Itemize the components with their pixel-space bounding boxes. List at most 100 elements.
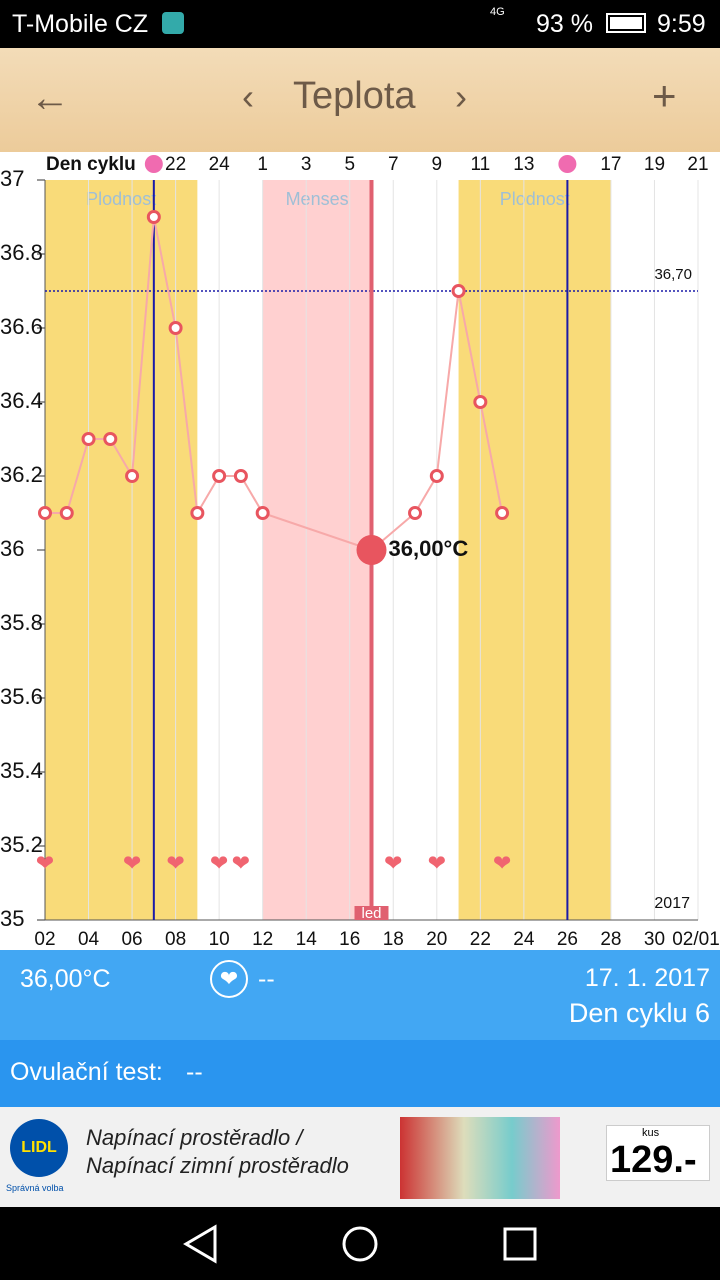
nav-icons [183,1224,537,1264]
cycle-day-label: 24 [209,154,231,175]
temperature-chart: Plodnost Menses Plodnost 02 04 06 08 10 12 14 16 18… [0,154,720,950]
cycle-day-label: 11 [470,154,490,175]
app-bar: ← ‹ Teplota › + [0,48,720,152]
title: Teplota [293,75,416,117]
temperature-point [233,469,248,483]
x-tick-label: 22 [470,929,491,950]
y-tick-label: 36.6 [0,314,43,339]
x-tick-label: 20 [426,929,447,950]
band [262,180,372,920]
heart: ❤ [232,850,250,875]
info-panel: 36,00°C ❤ -- 17. 1. 2017 Den cyklu 6 [0,950,720,1040]
selected-day-tag [354,906,389,920]
x-tick-label: 28 [600,929,621,950]
temperature-point [255,506,270,520]
band-label: Menses [286,189,349,209]
x-tick-label: 18 [383,929,404,950]
reference-label: 36,70 [654,266,692,283]
date: 17. 1. 2017 [584,964,710,992]
unit: kus [642,1127,660,1139]
back-nav[interactable] [183,1224,217,1264]
ovulation-test[interactable]: Ovulační test: -- [0,1040,720,1107]
selected-day-tag-label: led [361,905,381,922]
x-tick-label: 30 [644,929,665,950]
temperature-point [212,469,227,483]
heart: ❤ [493,850,511,875]
temperature-point [168,321,183,335]
cycle-day-label: 19 [644,154,665,175]
brand-logo: LIDL [10,1119,68,1177]
add-button[interactable]: + [652,72,677,119]
heart: ❤ [428,850,446,875]
clock: 9:59 [657,10,706,38]
x-tick-label: 02/01 [672,929,720,950]
carrier: T-Mobile CZ [12,10,149,38]
battery-icon [606,13,646,33]
temperature-point [81,432,96,446]
x-tick-label: 12 [252,929,273,950]
temperature-point [146,210,161,224]
temperature-point [429,469,444,483]
battery-level: 93 % [536,10,593,38]
cycle-day: Den cyklu 6 [568,998,710,1028]
product-image [400,1117,560,1199]
home-nav[interactable] [342,1226,378,1262]
cycle-day-label: 5 [344,154,355,175]
x-tick-label: 04 [78,929,100,950]
nav-bar [0,1207,720,1280]
x-tick-label: 16 [339,929,360,950]
temperature-point [103,432,118,446]
selected-value-label: 36,00°C [389,536,469,561]
heart: ❤ [123,850,141,875]
band [458,180,611,920]
heart-icon[interactable]: ❤ [210,960,248,998]
x-tick-label: 26 [557,929,578,950]
status-bar: T-Mobile CZ 4G 93 % 9:59 [0,0,720,48]
x-axis-title: Den cyklu [46,154,136,175]
price: 129.- [610,1139,697,1181]
cycle-day-label: 9 [432,154,443,175]
ad-banner[interactable]: LIDL Správná volba Napínací prostěradlo … [0,1107,720,1207]
next-button[interactable]: › [455,76,467,117]
ovulation-dot [144,155,163,173]
temperature: 36,00°C [20,965,111,993]
band-label: Plodnost [86,189,156,209]
temperature-point [38,506,52,520]
y-tick-label: 36.4 [0,388,43,413]
x-tick-label: 24 [513,929,535,950]
temperature-point [451,284,466,298]
year-label: 2017 [654,895,690,912]
heart: ❤ [36,850,54,875]
cycle-day-label: 22 [165,154,186,175]
value: -- [186,1058,203,1086]
y-tick-label: 36.2 [0,462,43,487]
x-tick-label: 08 [165,929,186,950]
x-tick-label: 14 [296,929,318,950]
x-tick-label: 06 [121,929,142,950]
heart: ❤ [384,850,402,875]
network: 4G [490,6,505,18]
temperature-point [190,506,205,520]
heart: ❤ [166,850,184,875]
label: Ovulační test: [10,1058,163,1086]
app-icon [162,12,184,34]
temperature-point [408,506,423,520]
cycle-day-label: 7 [388,154,399,175]
x-tick-label: 10 [209,929,230,950]
y-tick-label: 35.4 [0,758,43,783]
cycle-day-label: 17 [600,154,621,175]
price-tag [606,1125,710,1181]
recent-nav[interactable] [503,1227,537,1261]
cycle-day-label: 1 [257,154,268,175]
y-tick-label: 37 [0,166,24,191]
y-tick-label: 35.2 [0,832,43,857]
temperature-point [473,395,488,409]
back-button[interactable]: ← [30,76,70,120]
cycle-day-label: 21 [687,154,708,175]
ad-line: Napínací prostěradlo / [86,1125,303,1150]
heart-status: -- [258,965,275,993]
y-tick-label: 35.6 [0,684,43,709]
prev-button[interactable]: ‹ [242,76,254,117]
cycle-day-label: 3 [301,154,312,175]
